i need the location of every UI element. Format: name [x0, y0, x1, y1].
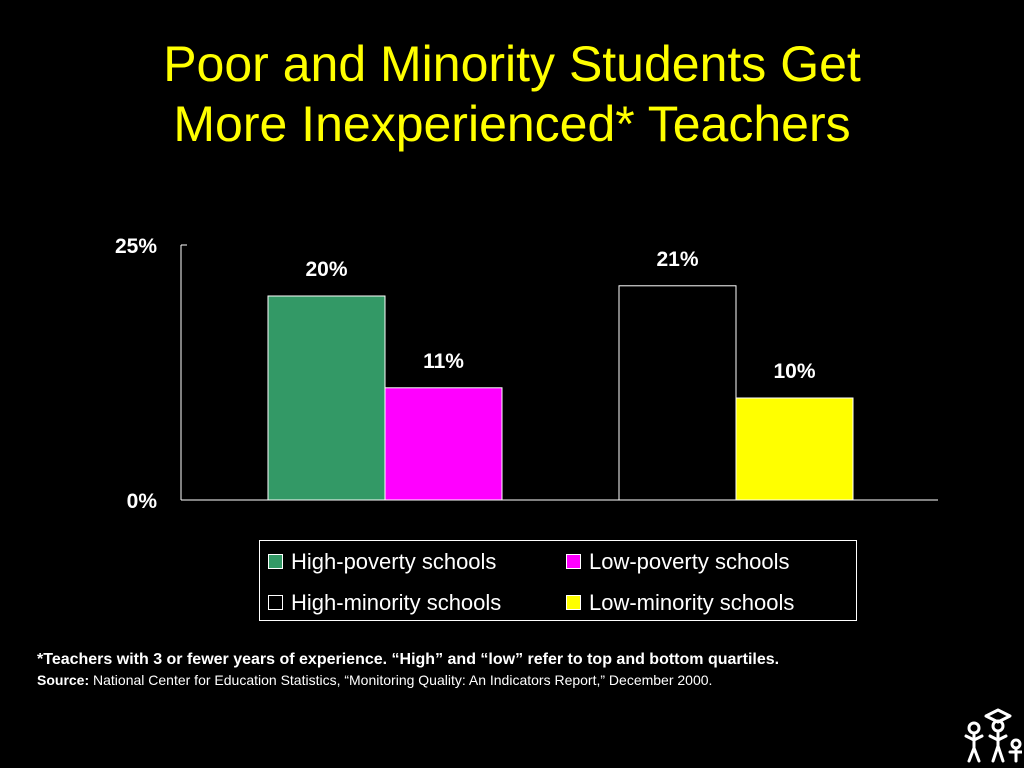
bar-low-poverty-schools [384, 387, 503, 501]
source-text: National Center for Education Statistics… [89, 672, 713, 688]
footnote-definition: *Teachers with 3 or fewer years of exper… [37, 651, 780, 668]
legend-label-low-poverty: Low-poverty schools [589, 549, 790, 574]
y-tick-label: 25% [115, 235, 157, 258]
title-line-2: More Inexperienced* Teachers [173, 96, 851, 152]
chart-legend: High-poverty schools Low-poverty schools… [259, 540, 857, 621]
people-reading-icon [964, 708, 1022, 763]
data-label-high-poverty-schools: 20% [305, 258, 347, 281]
legend-item-low-minority: Low-minority schools [566, 590, 794, 616]
legend-item-high-minority: High-minority schools [268, 590, 501, 616]
data-label-low-minority-schools: 10% [773, 360, 815, 383]
legend-label-high-poverty: High-poverty schools [291, 549, 497, 574]
data-label-low-poverty-schools: 11% [423, 350, 464, 373]
footnote-source: Source: National Center for Education St… [37, 670, 779, 690]
legend-swatch-low-poverty [566, 554, 581, 569]
legend-swatch-low-minority [566, 595, 581, 610]
legend-item-high-poverty: High-poverty schools [268, 549, 496, 575]
legend-swatch-high-poverty [268, 554, 283, 569]
title-line-1: Poor and Minority Students Get [163, 36, 861, 92]
bar-high-poverty-schools [267, 295, 386, 501]
bar-low-minority-schools [735, 397, 854, 501]
source-label: Source: [37, 672, 90, 688]
legend-label-low-minority: Low-minority schools [589, 590, 795, 615]
legend-swatch-high-minority [268, 595, 283, 610]
y-tick-label: 0% [127, 490, 158, 513]
chart-bars [267, 285, 854, 501]
chart-data-labels: 20% 11% 21% 10% [305, 248, 815, 383]
data-label-high-minority-schools: 21% [656, 248, 698, 271]
slide-title: Poor and Minority Students Get More Inex… [0, 34, 1024, 154]
bar-high-minority-schools [618, 285, 737, 501]
legend-item-low-poverty: Low-poverty schools [566, 549, 790, 575]
footnote: *Teachers with 3 or fewer years of exper… [37, 650, 779, 690]
legend-label-high-minority: High-minority schools [291, 590, 502, 615]
